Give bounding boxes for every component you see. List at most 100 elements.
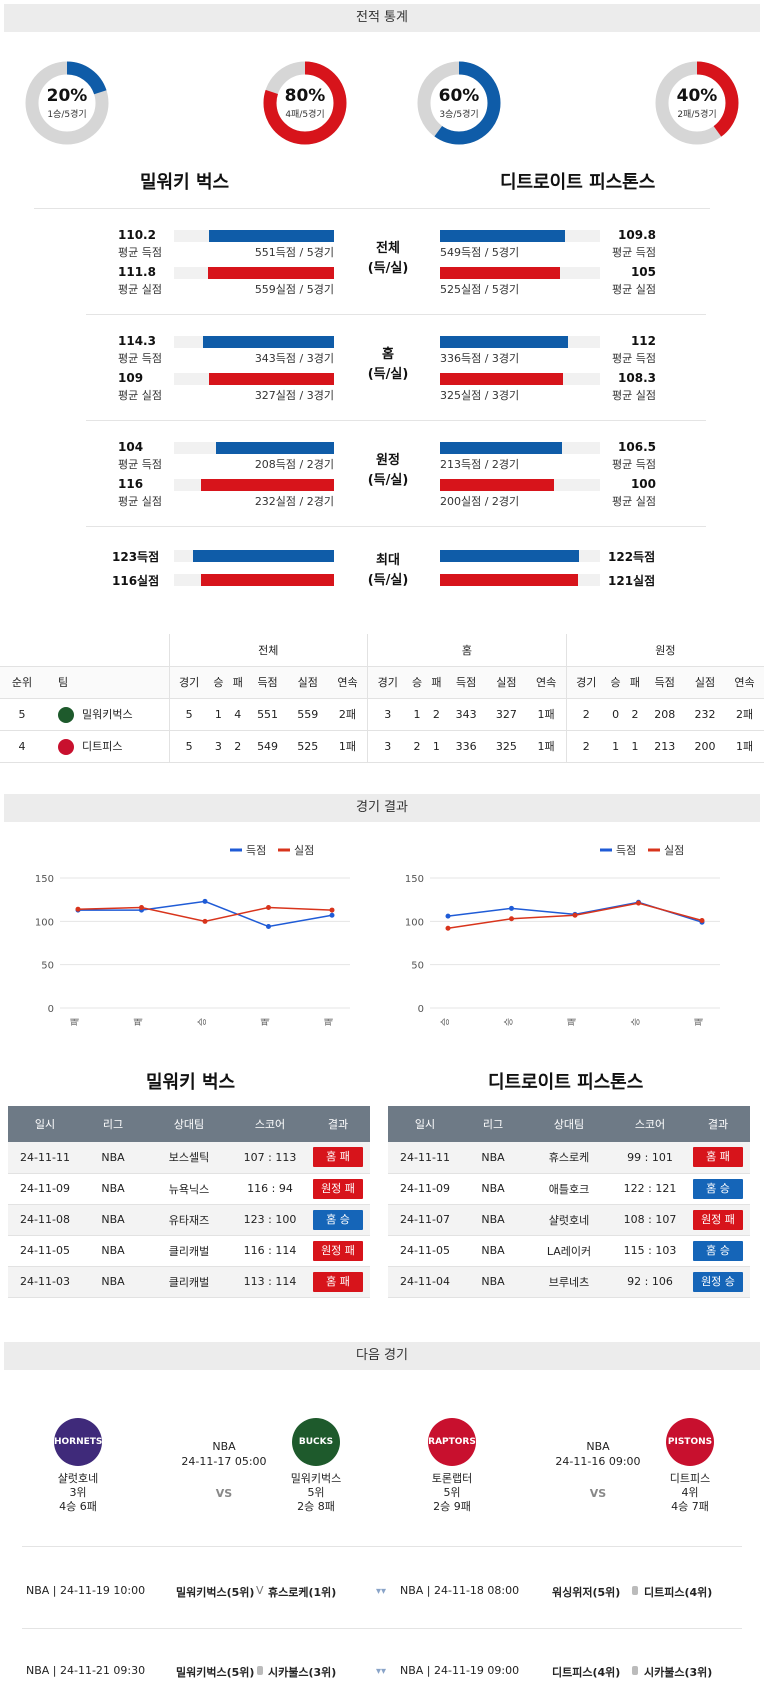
standings-cell: 1: [214, 707, 222, 721]
away-team-name: 디트피스: [669, 1472, 711, 1485]
legend-label: 실점: [294, 844, 314, 857]
game-result: 홈 승: [686, 1173, 750, 1205]
standings-col-team: 팀: [58, 676, 69, 689]
record-donut: 80% 4패/5경기: [262, 60, 348, 146]
schedule-team[interactable]: 워싱위저(5위): [552, 1586, 621, 1599]
standings-team-name: 밀워키벅스: [82, 707, 133, 721]
standings-cell: 525: [297, 739, 319, 753]
game-date: 24-11-03: [8, 1266, 82, 1298]
standings-subcol: 득점: [257, 676, 278, 689]
schedule-team[interactable]: 디트피스(4위): [552, 1666, 621, 1679]
record-stats-header: 전적 통계: [4, 4, 760, 32]
pistons-logo-icon[interactable]: PISTONS: [666, 1418, 714, 1466]
schedule-team[interactable]: 시카불스(3위): [644, 1666, 713, 1679]
series-point: [266, 924, 271, 930]
schedule-team[interactable]: 휴스로케(1위): [268, 1586, 337, 1599]
away-team-rank: 5위: [307, 1486, 325, 1499]
result-badge: 원정 패: [693, 1209, 743, 1230]
chart-y-tick: 0: [418, 1004, 424, 1015]
chart-y-tick: 100: [405, 917, 424, 928]
standings-subcol: 경기: [565, 666, 606, 698]
game-score: 123 : 100: [234, 1204, 306, 1236]
standings-cell: 2: [432, 707, 440, 721]
game-date: 24-11-05: [8, 1235, 82, 1267]
donut-subtext: 4패/5경기: [285, 110, 325, 120]
stat-bar: [440, 442, 562, 454]
table-header-row: 일시 리그 상대팀 스코어 결과: [388, 1106, 750, 1142]
game-date: 24-11-11: [8, 1142, 82, 1174]
group-label: 홈: [382, 347, 394, 362]
home-team-rank: 5위: [443, 1486, 461, 1499]
schedule-team[interactable]: 디트피스(4위): [644, 1586, 713, 1599]
schedule-meta[interactable]: NBA | 24-11-19 10:00: [26, 1584, 146, 1597]
standings-subcol: 연속: [337, 676, 358, 689]
schedule-team[interactable]: 밀워키벅스(5위): [176, 1586, 255, 1599]
standings-cell: 200: [694, 739, 716, 753]
max-value: 121실점: [608, 574, 656, 588]
game-results-header: 경기 결과: [4, 794, 760, 822]
table-header-cell: 스코어: [614, 1106, 686, 1142]
chart-y-tick: 150: [35, 874, 54, 885]
max-bar: [440, 550, 579, 562]
bar-caption: 232실점 / 2경기: [254, 495, 334, 508]
raptors-logo-icon[interactable]: RAPTORS: [428, 1418, 476, 1466]
game-score: 92 : 106: [614, 1266, 686, 1298]
stat-bar: [440, 336, 568, 348]
left-score-chart: 0 50 100 150 패 패 승 패 패 득점 실점: [35, 844, 350, 1026]
game-league: NBA: [82, 1204, 144, 1236]
bar-caption: 327실점 / 3경기: [254, 389, 334, 402]
schedule-meta[interactable]: NBA | 24-11-18 08:00: [400, 1584, 520, 1597]
legend-label: 득점: [616, 844, 636, 857]
game-score: 116 : 94: [234, 1173, 306, 1205]
table-header-cell: 결과: [306, 1106, 370, 1142]
donut-percent: 40%: [676, 86, 718, 106]
series-point: [509, 905, 514, 911]
donut-ring: [263, 61, 347, 145]
game-date: 24-11-09: [388, 1173, 462, 1205]
standings-group-home: 홈: [367, 634, 567, 666]
series-point: [202, 918, 208, 924]
game-result: 원정 패: [686, 1204, 750, 1236]
stat-bar: [209, 230, 334, 242]
standings-subcol: 득점: [654, 676, 675, 689]
stat-bar: [440, 230, 565, 242]
record-donut: 20% 1승/5경기: [24, 60, 110, 146]
chevron-down-icon[interactable]: ▾▾: [376, 1666, 387, 1677]
pistons-logo-icon: [58, 738, 74, 755]
schedule-meta[interactable]: NBA | 24-11-19 09:00: [400, 1664, 520, 1677]
standings-cell: 2: [565, 698, 606, 730]
standings-rank: 4: [18, 739, 26, 753]
bucks-logo-icon[interactable]: BUCKS: [292, 1418, 340, 1466]
chevron-down-icon[interactable]: ▾▾: [376, 1586, 387, 1597]
shield-icon: [632, 1586, 638, 1595]
schedule-meta[interactable]: NBA | 24-11-21 09:30: [26, 1664, 146, 1677]
series-point: [445, 913, 451, 919]
group-label: 원정: [376, 453, 400, 468]
game-opponent: 브루네츠: [524, 1266, 614, 1298]
game-date: 24-11-09: [8, 1173, 82, 1205]
standings-cell: 325: [495, 739, 517, 753]
donut-fill: [25, 61, 109, 145]
schedule-team[interactable]: 밀워키벅스(5위): [176, 1666, 255, 1679]
hornets-logo-icon[interactable]: HORNETS: [54, 1418, 102, 1466]
stat-label: 평균 득점: [612, 352, 656, 365]
standings-cell: 3: [214, 739, 222, 753]
standings-row: 5 밀워키벅스 5 1 4 551 559 2패 3 1 2 343 327 1패 2 0 2 208 232 2패: [0, 698, 764, 730]
game-date: 24-11-05: [388, 1235, 462, 1267]
game-opponent: 보스셀틱: [144, 1142, 234, 1174]
schedule-team[interactable]: 시카불스(3위): [268, 1666, 337, 1679]
group-label-sub: (득/실): [367, 473, 409, 488]
stat-value: 109.8: [618, 228, 656, 242]
chart-x-tick: 패: [70, 1018, 81, 1026]
bar-caption: 213득점 / 2경기: [440, 458, 520, 471]
donut-fill: [655, 61, 739, 145]
standings-col-rank: 순위: [11, 676, 33, 689]
standings-rank: 5: [18, 707, 26, 721]
stat-label: 평균 실점: [612, 495, 656, 508]
standings-cell: 3: [367, 698, 408, 730]
table-row: 24-11-05 NBA LA레이커 115 : 103 홈 승: [388, 1235, 750, 1267]
standings-subcol: 패: [629, 676, 641, 689]
stat-value: 100: [630, 477, 656, 491]
standings-subcol: 실점: [297, 676, 318, 689]
